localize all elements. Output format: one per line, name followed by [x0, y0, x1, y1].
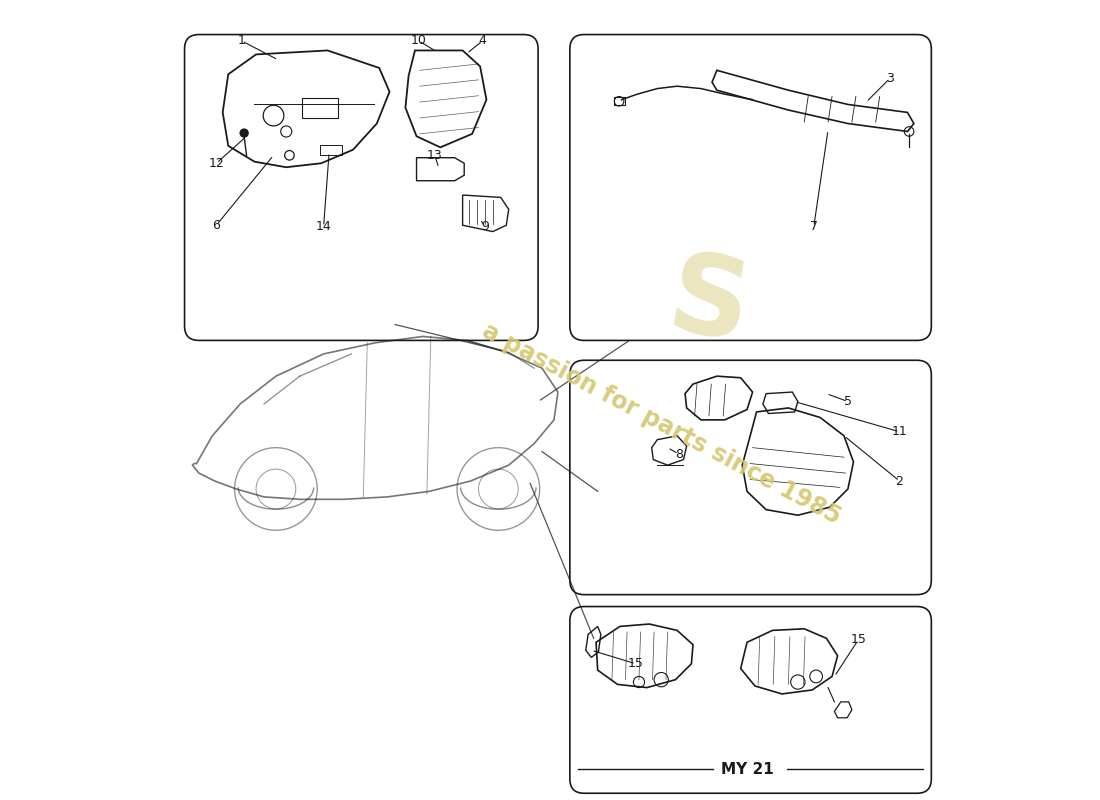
Text: 7: 7 — [810, 220, 817, 234]
Circle shape — [240, 129, 249, 137]
Bar — [614, 98, 625, 106]
Text: 1: 1 — [238, 34, 245, 47]
Text: 15: 15 — [628, 658, 643, 670]
Text: 6: 6 — [212, 218, 220, 232]
Text: a passion for parts since 1985: a passion for parts since 1985 — [477, 318, 845, 529]
Text: 8: 8 — [674, 447, 683, 461]
Text: 5: 5 — [844, 395, 851, 408]
Text: 13: 13 — [427, 149, 442, 162]
Text: 3: 3 — [887, 72, 894, 85]
Text: S: S — [660, 245, 758, 364]
Text: 2: 2 — [895, 474, 903, 487]
Text: 4: 4 — [478, 34, 486, 47]
Text: 10: 10 — [411, 34, 427, 47]
Bar — [302, 98, 338, 118]
Text: 12: 12 — [209, 157, 224, 170]
Text: 11: 11 — [892, 426, 907, 438]
Text: 14: 14 — [316, 220, 331, 234]
Text: MY 21: MY 21 — [720, 762, 773, 777]
Text: 15: 15 — [850, 634, 866, 646]
Bar — [320, 145, 342, 155]
Text: 9: 9 — [481, 220, 488, 234]
